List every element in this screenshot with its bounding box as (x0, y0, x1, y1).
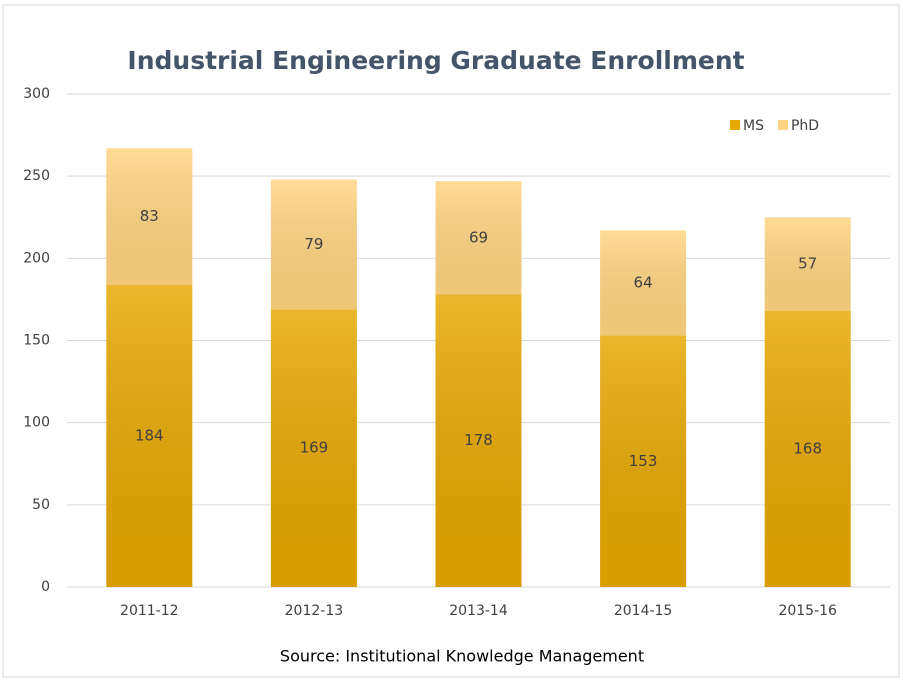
bar-shade (600, 230, 687, 336)
bar-shade (764, 217, 851, 311)
y-tick-label: 100 (23, 415, 50, 431)
y-tick-label: 200 (23, 250, 50, 266)
chart-title: Industrial Engineering Graduate Enrollme… (127, 46, 744, 75)
x-tick-label: 2014-15 (614, 603, 673, 619)
x-tick-label: 2013-14 (449, 603, 508, 619)
bar-shade (270, 309, 357, 587)
bar-shade (435, 294, 522, 587)
data-label: 169 (300, 439, 329, 457)
y-tick-label: 300 (23, 86, 50, 102)
data-label: 57 (798, 255, 817, 273)
source-note: Source: Institutional Knowledge Manageme… (280, 647, 644, 666)
data-label: 83 (140, 207, 159, 225)
legend-label: MS (743, 118, 764, 134)
y-tick-label: 0 (41, 579, 50, 595)
y-tick-label: 50 (32, 497, 50, 513)
legend-swatch (777, 120, 788, 130)
data-label: 184 (135, 426, 164, 444)
bar-shade (600, 335, 687, 587)
y-tick-label: 150 (23, 333, 50, 349)
bar-shade (106, 148, 193, 285)
data-label: 168 (793, 439, 822, 457)
data-label: 69 (469, 228, 488, 246)
x-tick-label: 2011-12 (120, 603, 179, 619)
legend-swatch (730, 120, 740, 130)
bar-shade (106, 284, 193, 587)
bar-shade (764, 310, 851, 587)
data-label: 178 (464, 431, 493, 449)
legend-label: PhD (791, 118, 819, 134)
data-label: 79 (304, 235, 323, 253)
x-tick-label: 2012-13 (285, 603, 344, 619)
bar-shade (435, 181, 522, 295)
data-label: 153 (629, 452, 658, 470)
bar-shade (270, 179, 357, 310)
x-tick-label: 2015-16 (778, 603, 837, 619)
data-label: 64 (634, 273, 653, 291)
y-tick-label: 250 (23, 168, 50, 184)
